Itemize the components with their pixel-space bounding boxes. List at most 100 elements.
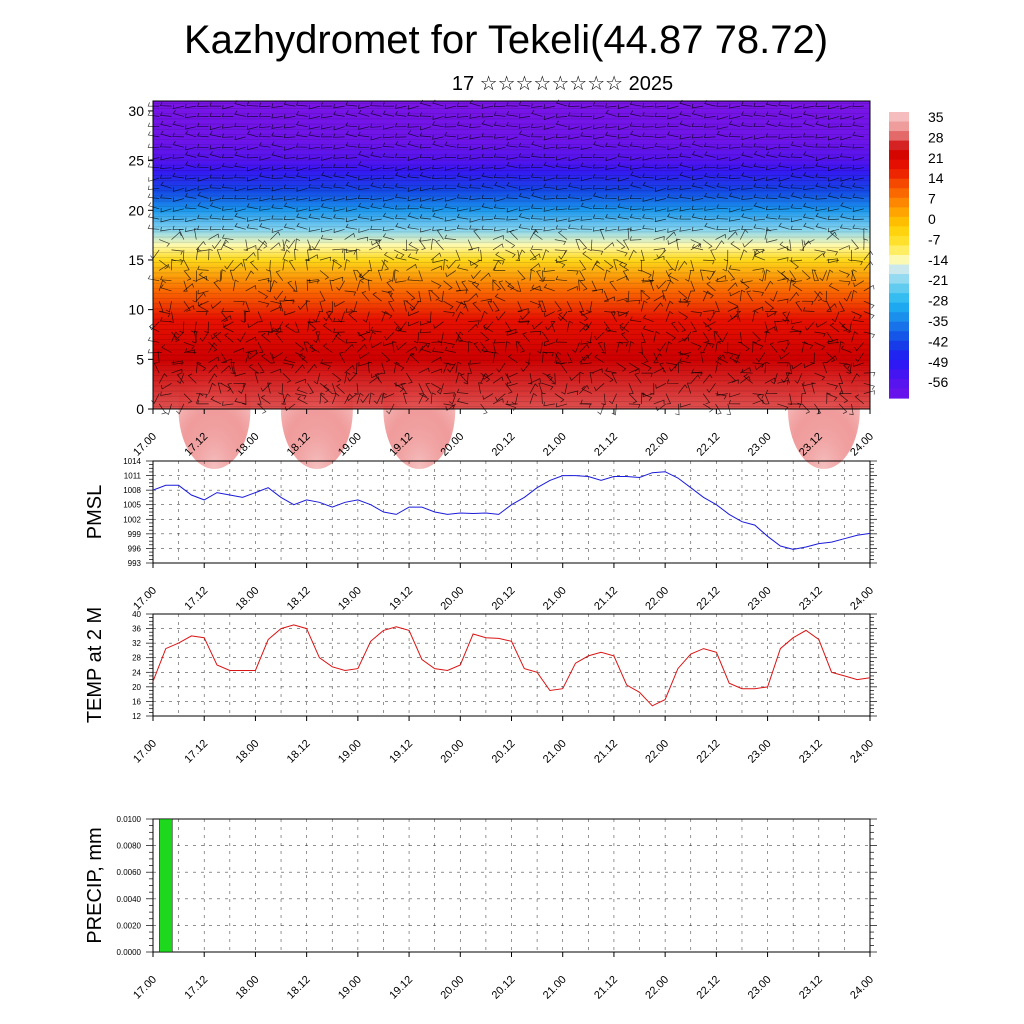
- wind-barb: [592, 192, 605, 199]
- wind-barb: [667, 145, 679, 151]
- wind-barb: [517, 342, 525, 353]
- wind-barb: [790, 257, 803, 262]
- wind-barb: [504, 341, 511, 353]
- cross-section-x-tick-label: 20.12: [490, 431, 518, 459]
- wind-barb: [753, 193, 765, 199]
- wind-barb: [579, 311, 589, 322]
- colorbar-label: 14: [928, 170, 944, 186]
- wind-barb: [470, 270, 481, 280]
- wind-barb: [653, 367, 665, 374]
- wind-barb: [481, 153, 494, 158]
- wind-barb: [344, 232, 356, 240]
- wind-barb: [307, 321, 317, 332]
- wind-barb: [531, 103, 543, 109]
- g-temp-y-tick-label: 24: [132, 668, 141, 677]
- wind-barb: [716, 115, 728, 120]
- g-temp-x-tick-label: 22.00: [643, 738, 671, 766]
- wind-barb: [297, 395, 308, 405]
- wind-barb: [852, 316, 864, 323]
- wind-barb: [728, 186, 741, 191]
- wind-barb: [605, 165, 617, 170]
- wind-barb: [532, 321, 543, 330]
- wind-barb: [641, 352, 649, 363]
- wind-barb: [555, 275, 568, 282]
- wind-barb: [266, 280, 271, 293]
- wind-barb: [395, 222, 407, 230]
- wind-barb: [620, 332, 630, 343]
- wind-barb: [393, 249, 405, 258]
- wind-barb: [336, 280, 345, 291]
- wind-barb: [296, 187, 308, 192]
- wind-barb: [769, 342, 778, 353]
- wind-barb: [312, 331, 321, 343]
- wind-barb: [147, 163, 160, 169]
- wind-barb: [213, 332, 222, 343]
- wind-barb: [296, 121, 308, 128]
- wind-barb: [828, 227, 840, 233]
- wind-barb: [790, 183, 803, 189]
- wind-barb: [828, 166, 840, 172]
- wind-barb: [616, 239, 626, 250]
- wind-barb: [804, 321, 815, 331]
- wind-barb: [493, 165, 506, 170]
- wind-barb: [296, 386, 308, 394]
- wind-barb: [295, 378, 306, 384]
- wind-barb: [851, 373, 860, 384]
- wind-barb: [370, 203, 382, 210]
- wind-barb: [371, 341, 382, 349]
- wind-barb: [803, 239, 815, 246]
- wind-barb: [407, 196, 419, 202]
- wind-barb: [467, 239, 474, 251]
- wind-barb: [321, 196, 333, 202]
- wind-barb: [702, 239, 713, 249]
- wind-barb: [444, 113, 456, 119]
- wind-barb: [178, 228, 185, 240]
- wind-barb: [551, 373, 556, 385]
- wind-barb: [285, 323, 296, 333]
- wind-barb: [739, 249, 748, 261]
- wind-barb: [838, 245, 850, 251]
- wind-barb: [741, 142, 753, 148]
- wind-barb: [294, 364, 305, 374]
- wind-barb: [716, 155, 728, 161]
- wind-barb: [802, 164, 815, 169]
- wind-barb: [691, 122, 704, 128]
- wind-barb: [209, 131, 222, 138]
- wind-barb: [147, 122, 160, 128]
- wind-barb: [360, 393, 370, 404]
- wind-barb: [171, 231, 182, 240]
- wind-barb: [246, 224, 259, 230]
- wind-barb: [789, 259, 799, 270]
- colorbar-label: 35: [928, 109, 944, 125]
- wind-barb: [481, 120, 494, 128]
- wind-barb: [863, 300, 875, 309]
- wind-barb: [642, 224, 654, 230]
- wind-barb: [603, 242, 615, 251]
- wind-barb: [407, 166, 419, 171]
- wind-barb: [538, 382, 543, 394]
- wind-barb: [716, 277, 728, 283]
- colorbar-swatch: [889, 369, 909, 380]
- wind-barb: [382, 174, 395, 180]
- wind-barb: [257, 403, 267, 414]
- wind-barb: [430, 265, 442, 271]
- wind-barb: [395, 104, 407, 109]
- wind-barb: [839, 362, 851, 369]
- wind-barb: [495, 251, 506, 261]
- wind-barb: [661, 290, 667, 302]
- wind-barb: [320, 102, 333, 107]
- wind-barb: [234, 194, 246, 200]
- wind-barb: [765, 389, 778, 395]
- wind-barb: [605, 185, 617, 191]
- wind-barb: [845, 321, 852, 334]
- wind-barb: [568, 156, 580, 162]
- wind-barb: [147, 185, 160, 191]
- g-pmsl-x-tick-label: 20.12: [490, 585, 518, 613]
- wind-barb: [839, 224, 852, 230]
- wind-barb: [344, 365, 355, 374]
- wind-barb: [213, 280, 222, 292]
- wind-barb: [505, 280, 515, 290]
- wind-barb: [419, 144, 432, 149]
- g-temp-y-tick-label: 16: [132, 697, 141, 706]
